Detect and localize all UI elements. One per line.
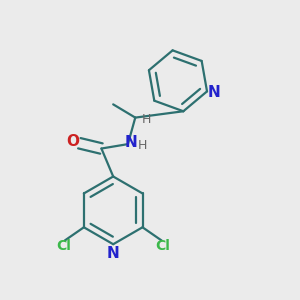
- Text: N: N: [107, 246, 120, 261]
- Text: O: O: [66, 134, 80, 149]
- Text: N: N: [208, 85, 221, 100]
- Text: Cl: Cl: [57, 239, 72, 253]
- Text: N: N: [125, 135, 138, 150]
- Text: H: H: [137, 140, 147, 152]
- Text: H: H: [142, 113, 151, 127]
- Text: Cl: Cl: [155, 239, 170, 253]
